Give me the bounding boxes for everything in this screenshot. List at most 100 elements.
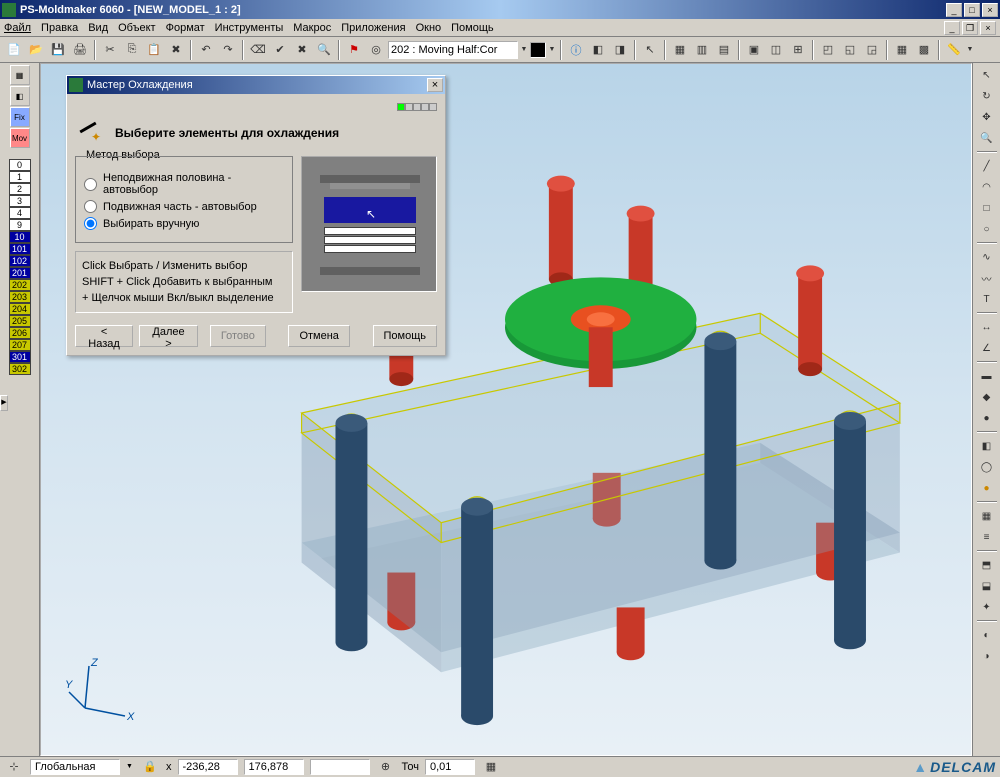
layer-combo[interactable]	[388, 41, 518, 59]
paste-button[interactable]: 📋	[144, 40, 164, 60]
r-move[interactable]: ✥	[976, 107, 998, 127]
close-button[interactable]: ×	[982, 3, 998, 17]
minimize-button[interactable]: _	[946, 3, 962, 17]
mdi-close-button[interactable]: ×	[980, 21, 996, 35]
search-button[interactable]: 🔍	[314, 40, 334, 60]
r-line[interactable]: ╱	[976, 156, 998, 176]
menu-object[interactable]: Объект	[118, 22, 155, 34]
r-dim[interactable]: ↔	[976, 317, 998, 337]
back-button[interactable]: < Назад	[75, 325, 133, 347]
redo-button[interactable]: ↷	[218, 40, 238, 60]
level-9[interactable]: 9	[9, 219, 31, 231]
dialog-titlebar[interactable]: Мастер Охлаждения ×	[67, 76, 445, 94]
level-206[interactable]: 206	[9, 327, 31, 339]
r-view1[interactable]: ⬒	[976, 555, 998, 575]
delete-button[interactable]: ✖	[166, 40, 186, 60]
layer-combo-dropdown[interactable]: ▼	[520, 40, 528, 60]
cube2-button[interactable]: ◨	[610, 40, 630, 60]
check-button[interactable]: ✔	[270, 40, 290, 60]
level-2[interactable]: 2	[9, 183, 31, 195]
box3-button[interactable]: ◲	[862, 40, 882, 60]
r-curve[interactable]: ∿	[976, 247, 998, 267]
level-205[interactable]: 205	[9, 315, 31, 327]
grid1-button[interactable]: ▦	[892, 40, 912, 60]
cut-button[interactable]: ✂	[100, 40, 120, 60]
menu-apps[interactable]: Приложения	[341, 22, 405, 34]
level-3[interactable]: 3	[9, 195, 31, 207]
status-tool[interactable]: ⊕	[376, 757, 396, 777]
tool-f-button[interactable]: ⊞	[788, 40, 808, 60]
status-lock[interactable]: 🔒	[140, 757, 160, 777]
r-zoom[interactable]: 🔍	[976, 128, 998, 148]
eraser-button[interactable]: ⌫	[248, 40, 268, 60]
tool-b-button[interactable]: ▥	[692, 40, 712, 60]
level-207[interactable]: 207	[9, 339, 31, 351]
level-202[interactable]: 202	[9, 279, 31, 291]
cs-dropdown[interactable]: ▼	[126, 763, 134, 770]
r-cyl[interactable]: ◯	[976, 457, 998, 477]
radio-fixed-half[interactable]: Неподвижная половина - автовыбор	[84, 172, 284, 196]
left-tool-1[interactable]: ▦	[10, 65, 30, 85]
level-0[interactable]: 0	[9, 159, 31, 171]
r-rotate[interactable]: ↻	[976, 86, 998, 106]
info-button[interactable]: ⓘ	[566, 40, 586, 60]
status-tol-input[interactable]	[425, 759, 475, 775]
radio-manual[interactable]: Выбирать вручную	[84, 217, 284, 230]
status-y-input[interactable]	[244, 759, 304, 775]
menu-view[interactable]: Вид	[88, 22, 108, 34]
finish-button[interactable]: Готово	[210, 325, 266, 347]
tool-e-button[interactable]: ◫	[766, 40, 786, 60]
status-grid[interactable]: ▦	[481, 757, 501, 777]
measure-button[interactable]: 📏	[944, 40, 964, 60]
level-301[interactable]: 301	[9, 351, 31, 363]
r-cube[interactable]: ◧	[976, 436, 998, 456]
target-button[interactable]: ◎	[366, 40, 386, 60]
print-button[interactable]: 🖨	[70, 40, 90, 60]
r-angle[interactable]: ∠	[976, 338, 998, 358]
level-4[interactable]: 4	[9, 207, 31, 219]
menu-help[interactable]: Помощь	[451, 22, 494, 34]
color-swatch[interactable]	[530, 42, 546, 58]
next-button[interactable]: Далее >	[139, 325, 198, 347]
expand-tab[interactable]: ▶	[0, 395, 8, 411]
status-x-input[interactable]	[178, 759, 238, 775]
fix-button[interactable]: Fix	[10, 107, 30, 127]
level-203[interactable]: 203	[9, 291, 31, 303]
measure-dropdown[interactable]: ▼	[966, 40, 974, 60]
grid2-button[interactable]: ▩	[914, 40, 934, 60]
color-dropdown[interactable]: ▼	[548, 40, 556, 60]
dialog-close-button[interactable]: ×	[427, 78, 443, 92]
flag-button[interactable]: ⚑	[344, 40, 364, 60]
level-1[interactable]: 1	[9, 171, 31, 183]
menu-file[interactable]: Файл	[4, 22, 31, 34]
r-solid2[interactable]: ◆	[976, 387, 998, 407]
tool-c-button[interactable]: ▤	[714, 40, 734, 60]
r-arc[interactable]: ◠	[976, 177, 998, 197]
level-201[interactable]: 201	[9, 267, 31, 279]
maximize-button[interactable]: □	[964, 3, 980, 17]
r-circle[interactable]: ○	[976, 219, 998, 239]
radio-moving-half[interactable]: Подвижная часть - автовыбор	[84, 200, 284, 213]
r-grid[interactable]: ▦	[976, 506, 998, 526]
box1-button[interactable]: ◰	[818, 40, 838, 60]
undo-button[interactable]: ↶	[196, 40, 216, 60]
tool-a-button[interactable]: ▦	[670, 40, 690, 60]
help-button[interactable]: Помощь	[373, 325, 438, 347]
new-button[interactable]: 📄	[4, 40, 24, 60]
mov-button[interactable]: Mov	[10, 128, 30, 148]
box2-button[interactable]: ◱	[840, 40, 860, 60]
level-102[interactable]: 102	[9, 255, 31, 267]
level-10[interactable]: 10	[9, 231, 31, 243]
r-nav[interactable]: ✦	[976, 597, 998, 617]
status-z-input[interactable]	[310, 759, 370, 775]
r-layer[interactable]: ≡	[976, 527, 998, 547]
status-snap[interactable]: ⊹	[4, 757, 24, 777]
pointer-button[interactable]: ↖	[640, 40, 660, 60]
r-sphere[interactable]: ●	[976, 478, 998, 498]
mdi-minimize-button[interactable]: _	[944, 21, 960, 35]
left-tool-2[interactable]: ◧	[10, 86, 30, 106]
r-view2[interactable]: ⬓	[976, 576, 998, 596]
tool-d-button[interactable]: ▣	[744, 40, 764, 60]
menu-tools[interactable]: Инструменты	[215, 22, 284, 34]
open-button[interactable]: 📂	[26, 40, 46, 60]
